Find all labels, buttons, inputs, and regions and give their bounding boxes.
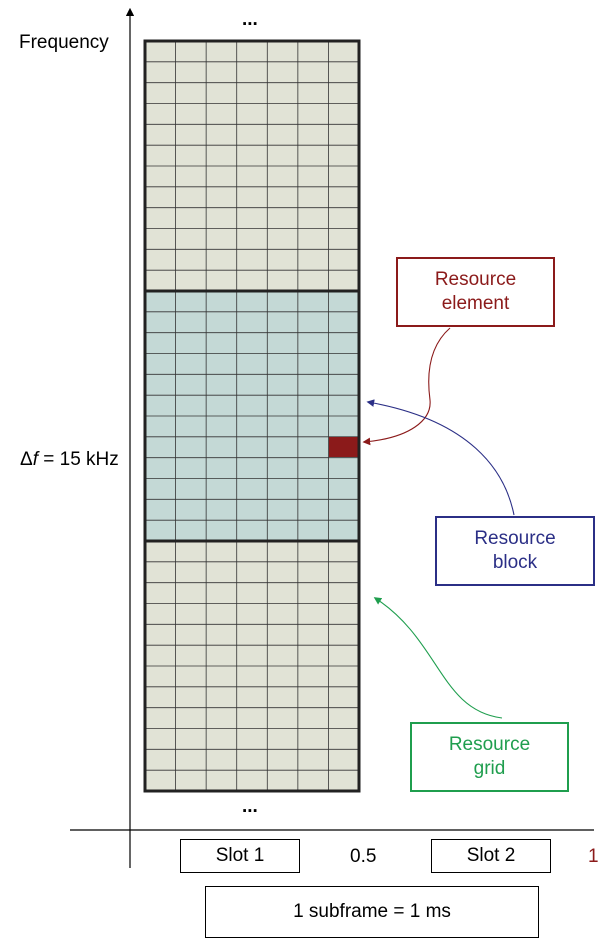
- delta-f-label: Δf = 15 kHz: [20, 450, 119, 469]
- resource-block-callout: Resource block: [435, 516, 595, 586]
- delta-symbol: Δ: [20, 449, 33, 470]
- resource-block-line1: Resource: [474, 528, 556, 550]
- slot-2-box: Slot 2: [431, 839, 551, 873]
- resource-block-line2: block: [492, 552, 538, 573]
- resource-grid-line2: grid: [473, 758, 506, 779]
- ellipsis-top: ...: [242, 9, 258, 30]
- frequency-label: Frequency: [19, 32, 109, 53]
- slot-1-box: Slot 1: [180, 839, 300, 873]
- resource-grid-line1: Resource: [448, 734, 531, 756]
- delta-f-variable: f: [32, 449, 38, 470]
- one-ms-label: 1: [588, 846, 599, 867]
- grid-outline: [143, 39, 361, 793]
- delta-f-value: = 15 kHz: [37, 449, 119, 470]
- half-ms-label: 0.5: [350, 846, 377, 867]
- resource-grid-arrow: [373, 597, 503, 719]
- resource-element-line2: element: [441, 293, 510, 314]
- resource-element-cell: [329, 437, 358, 457]
- resource-element-arrow: [362, 327, 451, 446]
- subframe-box: 1 subframe = 1 ms: [205, 886, 539, 938]
- resource-block-arrow: [366, 399, 515, 516]
- grid-lines: [145, 41, 359, 791]
- resource-element-line1: Resource: [434, 269, 517, 291]
- resource-element-callout: Resource element: [396, 257, 555, 327]
- resource-grid-callout: Resource grid: [410, 722, 569, 792]
- ellipsis-bottom: ...: [242, 796, 258, 817]
